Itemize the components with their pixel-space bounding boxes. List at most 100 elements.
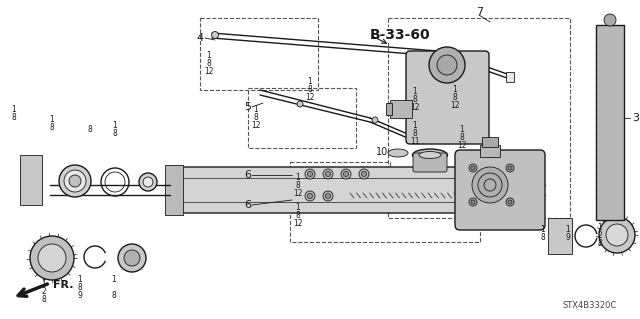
Circle shape <box>211 32 218 39</box>
Text: 8: 8 <box>541 234 545 242</box>
Text: 1: 1 <box>111 276 116 285</box>
Circle shape <box>508 166 512 170</box>
Text: 8: 8 <box>77 284 83 293</box>
Bar <box>200 18 318 90</box>
FancyBboxPatch shape <box>413 153 447 172</box>
Bar <box>506 72 514 82</box>
Text: 3: 3 <box>632 113 639 123</box>
Text: 1: 1 <box>598 222 602 232</box>
Circle shape <box>362 172 367 176</box>
Circle shape <box>124 250 140 266</box>
Bar <box>386 103 392 115</box>
Text: 12: 12 <box>293 189 303 198</box>
Text: 12: 12 <box>293 219 303 228</box>
Text: 1: 1 <box>42 278 46 287</box>
Text: 5: 5 <box>244 102 251 112</box>
Ellipse shape <box>143 177 153 187</box>
FancyBboxPatch shape <box>406 51 489 144</box>
Bar <box>482 137 498 147</box>
Bar <box>596 25 624 220</box>
Text: 7: 7 <box>476 7 483 17</box>
Text: 1: 1 <box>452 85 458 94</box>
Circle shape <box>472 167 508 203</box>
FancyBboxPatch shape <box>172 167 473 213</box>
Ellipse shape <box>59 165 91 197</box>
Bar <box>290 162 390 210</box>
Text: 8: 8 <box>88 125 92 135</box>
Text: 8: 8 <box>296 211 300 220</box>
Circle shape <box>118 244 146 272</box>
Text: 9: 9 <box>566 234 570 242</box>
Text: 1: 1 <box>460 125 465 135</box>
Text: 1: 1 <box>308 78 312 86</box>
Text: 12: 12 <box>204 66 214 76</box>
Text: 1: 1 <box>253 106 259 115</box>
Text: 8: 8 <box>207 58 211 68</box>
FancyBboxPatch shape <box>455 150 545 230</box>
Ellipse shape <box>64 170 86 192</box>
Text: 8: 8 <box>113 129 117 137</box>
Text: 8: 8 <box>308 85 312 94</box>
Text: 11: 11 <box>410 137 420 145</box>
Circle shape <box>326 194 330 198</box>
Circle shape <box>323 169 333 179</box>
Circle shape <box>471 200 475 204</box>
Circle shape <box>323 191 333 201</box>
Text: 8: 8 <box>50 123 54 132</box>
Text: FR.: FR. <box>53 280 74 290</box>
Text: 12: 12 <box>305 93 315 102</box>
Text: 8: 8 <box>598 239 602 248</box>
Circle shape <box>307 194 312 198</box>
Circle shape <box>410 133 417 140</box>
Bar <box>388 18 570 218</box>
Text: 4: 4 <box>196 33 203 43</box>
Text: 8: 8 <box>460 133 465 143</box>
Text: 12: 12 <box>252 122 260 130</box>
Circle shape <box>341 169 351 179</box>
Bar <box>165 165 183 215</box>
Text: 1: 1 <box>413 121 417 130</box>
Text: 8: 8 <box>296 182 300 190</box>
Circle shape <box>38 244 66 272</box>
Text: B-33-60: B-33-60 <box>370 28 431 42</box>
Text: 10: 10 <box>376 147 388 157</box>
Text: 1: 1 <box>296 174 300 182</box>
Ellipse shape <box>139 173 157 191</box>
Circle shape <box>359 169 369 179</box>
Bar <box>548 218 572 254</box>
Bar <box>248 88 356 148</box>
Ellipse shape <box>419 152 441 159</box>
Text: 1: 1 <box>541 226 545 234</box>
Text: 1: 1 <box>50 115 54 124</box>
Circle shape <box>469 198 477 206</box>
Text: 2: 2 <box>598 231 602 240</box>
Circle shape <box>344 172 349 176</box>
Bar <box>20 155 42 205</box>
Text: 8: 8 <box>253 114 259 122</box>
Circle shape <box>429 47 465 83</box>
Text: 1: 1 <box>566 226 570 234</box>
Circle shape <box>326 172 330 176</box>
Text: 6: 6 <box>244 200 251 210</box>
Text: 8: 8 <box>42 294 46 303</box>
Circle shape <box>471 166 475 170</box>
Text: 12: 12 <box>410 103 420 113</box>
Circle shape <box>469 164 477 172</box>
Circle shape <box>30 236 74 280</box>
Circle shape <box>604 14 616 26</box>
Circle shape <box>297 101 303 107</box>
Text: 8: 8 <box>452 93 458 102</box>
Ellipse shape <box>69 175 81 187</box>
Circle shape <box>305 191 315 201</box>
Text: STX4B3320C: STX4B3320C <box>563 301 617 310</box>
Circle shape <box>506 198 514 206</box>
Bar <box>480 145 500 157</box>
Text: 1: 1 <box>296 204 300 212</box>
Circle shape <box>305 169 315 179</box>
Text: 8: 8 <box>413 95 417 105</box>
Circle shape <box>606 224 628 246</box>
Text: 6: 6 <box>244 170 251 180</box>
Text: 1: 1 <box>413 87 417 97</box>
Ellipse shape <box>413 149 447 161</box>
Text: 9: 9 <box>77 292 83 300</box>
